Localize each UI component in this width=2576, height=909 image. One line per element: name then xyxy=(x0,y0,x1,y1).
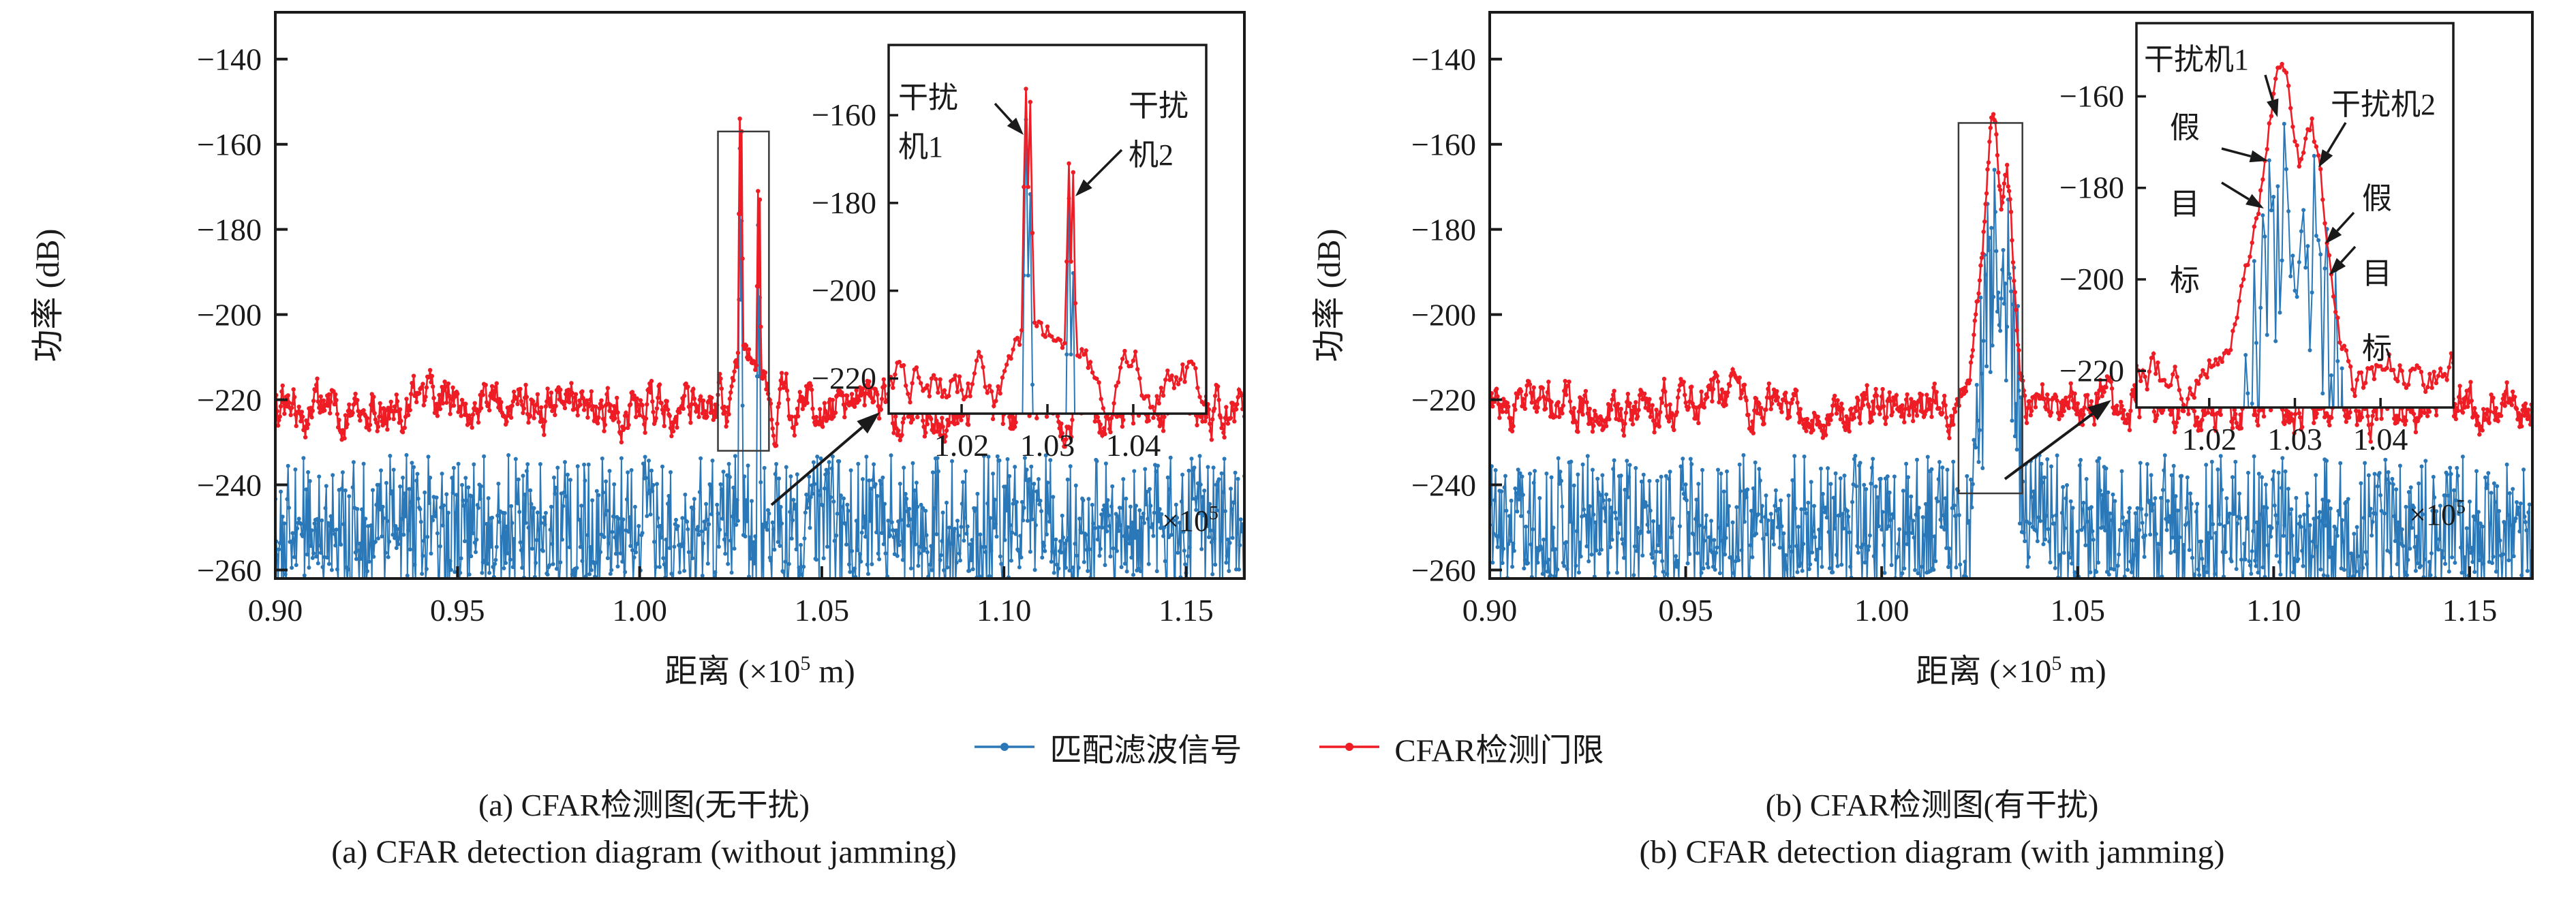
inset-y-tick-label: −180 xyxy=(2059,170,2124,205)
y-tick-label: −240 xyxy=(197,468,262,503)
false-targets-1-arrow-b xyxy=(2221,181,2264,209)
cfar-chart-with-jamming: 0.90 0.95 1.00 1.05 1.10 1.15 −140 −160 −180 −200… xyxy=(1311,11,2534,690)
caption-a-zh: (a) CFAR检测图(无干扰) xyxy=(478,788,810,822)
jammer1-label: 干扰机1 xyxy=(2144,43,2249,76)
zoom-rect xyxy=(717,130,770,452)
x-tick-label: 1.10 xyxy=(2246,593,2301,628)
y-tick-label: −260 xyxy=(1411,553,1476,588)
inset-x-tick-label: 1.03 xyxy=(1020,428,1075,463)
y-tick-label: −200 xyxy=(197,298,262,333)
y-tick-label: −180 xyxy=(197,213,262,247)
caption-b: (b) CFAR检测图(有干扰) (b) CFAR detection diag… xyxy=(1288,784,2576,878)
caption-a-en: (a) CFAR detection diagram (without jamm… xyxy=(331,834,957,870)
legend-item-signal: 匹配滤波信号 xyxy=(972,724,1242,771)
captions-row: (a) CFAR检测图(无干扰) (a) CFAR detection diag… xyxy=(0,784,2576,878)
false-targets-1-arrow-a xyxy=(2221,147,2268,163)
x-tick-label: 1.15 xyxy=(2442,593,2498,628)
jammer2-arrow xyxy=(1075,149,1123,196)
inset-connector-arrow xyxy=(2004,400,2111,480)
false-targets-1-label: 假目标 xyxy=(2170,111,2200,297)
jammer2-arrow xyxy=(2318,122,2347,168)
inset: 1.02 1.03 1.04 −160 −180 −200 −220 ×105 干扰机1 干扰机2 xyxy=(812,44,1218,538)
inset-signal-series xyxy=(2243,121,2344,407)
inset-y-tick-label: −180 xyxy=(812,185,876,220)
x-axis-label: 距离 (×105 m) xyxy=(664,652,855,690)
y-tick-label: −220 xyxy=(1411,383,1476,418)
x-tick-label: 0.95 xyxy=(1658,593,1713,628)
caption-b-zh: (b) CFAR检测图(有干扰) xyxy=(1765,788,2099,822)
x-tick-label: 0.90 xyxy=(248,593,303,628)
x-tick-label: 1.05 xyxy=(2051,593,2106,628)
inset-exponent-label: ×105 xyxy=(1162,503,1218,538)
inset-y-tick-label: −220 xyxy=(2059,353,2124,388)
legend-label-threshold: CFAR检测门限 xyxy=(1394,733,1604,769)
inset-threshold-series xyxy=(2136,61,2453,407)
inset-y-tick-label: −200 xyxy=(812,273,876,308)
jammer1-arrow xyxy=(994,102,1024,135)
jammer2-label: 干扰机2 xyxy=(2331,88,2436,121)
inset-y-tick-label: −160 xyxy=(812,97,876,132)
x-tick-label: 1.00 xyxy=(1854,593,1910,628)
y-axis-label: 功率 (dB) xyxy=(1311,229,1347,363)
y-tick-label: −260 xyxy=(197,553,262,588)
x-tick-label: 1.15 xyxy=(1159,593,1214,628)
inset-connector-arrow xyxy=(770,412,880,506)
plot-frame xyxy=(274,11,1246,580)
y-tick-label: −200 xyxy=(1411,298,1476,333)
signal-series xyxy=(275,146,1244,579)
x-tick-label: 0.95 xyxy=(430,593,485,628)
x-tick-label: 0.90 xyxy=(1462,593,1518,628)
inset-threshold-series xyxy=(889,87,1206,414)
jammer1-label: 干扰机1 xyxy=(898,81,958,164)
signal-series xyxy=(1490,168,2532,579)
y-tick-label: −140 xyxy=(1411,42,1476,77)
inset-exponent-label: ×105 xyxy=(2409,497,2466,531)
y-tick-label: −160 xyxy=(1411,127,1476,162)
caption-a: (a) CFAR检测图(无干扰) (a) CFAR detection diag… xyxy=(0,784,1288,878)
jammer1-arrow xyxy=(2264,74,2279,117)
false-targets-2-arrow-b xyxy=(2329,245,2357,275)
x-tick-label: 1.05 xyxy=(795,593,850,628)
inset: 1.02 1.03 1.04 −160 −180 −200 −220 ×105 干扰机1 假目标 干… xyxy=(2059,22,2466,531)
plot-frame xyxy=(1488,11,2534,580)
y-tick-label: −140 xyxy=(197,42,262,77)
y-axis-label: 功率 (dB) xyxy=(30,229,66,363)
inset-x-tick-label: 1.04 xyxy=(2353,422,2408,457)
zoom-rect xyxy=(1957,122,2023,495)
caption-b-en: (b) CFAR detection diagram (with jamming… xyxy=(1639,834,2225,870)
y-tick-label: −160 xyxy=(197,127,262,162)
legend: 匹配滤波信号 CFAR检测门限 xyxy=(0,710,2576,784)
y-tick-label: −240 xyxy=(1411,468,1476,503)
x-axis-label: 距离 (×105 m) xyxy=(1916,652,2106,690)
false-targets-2-arrow-a xyxy=(2325,211,2355,244)
false-targets-2-label: 假目标 xyxy=(2362,182,2392,365)
charts-row: 0.90 0.95 1.00 1.05 1.10 1.15 −140 −160 −180 −200… xyxy=(0,4,2576,692)
legend-label-signal: 匹配滤波信号 xyxy=(1049,733,1242,769)
inset-x-tick-label: 1.04 xyxy=(1106,428,1161,463)
inset-y-tick-label: −200 xyxy=(2059,262,2124,296)
jammer2-label: 干扰机2 xyxy=(1129,89,1189,172)
inset-x-tick-label: 1.02 xyxy=(934,428,990,463)
inset-y-tick-label: −160 xyxy=(2059,78,2124,113)
inset-x-tick-label: 1.03 xyxy=(2267,422,2322,457)
y-tick-label: −180 xyxy=(1411,213,1476,247)
legend-item-threshold: CFAR检测门限 xyxy=(1317,724,1604,771)
inset-x-tick-label: 1.02 xyxy=(2182,422,2237,457)
x-tick-label: 1.10 xyxy=(977,593,1032,628)
x-tick-label: 1.00 xyxy=(612,593,667,628)
threshold-legend-marker xyxy=(1319,743,1380,751)
y-tick-label: −220 xyxy=(197,383,262,418)
cfar-chart-without-jamming: 0.90 0.95 1.00 1.05 1.10 1.15 −140 −160 −180 −200… xyxy=(30,11,1246,690)
inset-y-tick-label: −220 xyxy=(812,360,876,395)
signal-legend-marker xyxy=(975,743,1035,751)
